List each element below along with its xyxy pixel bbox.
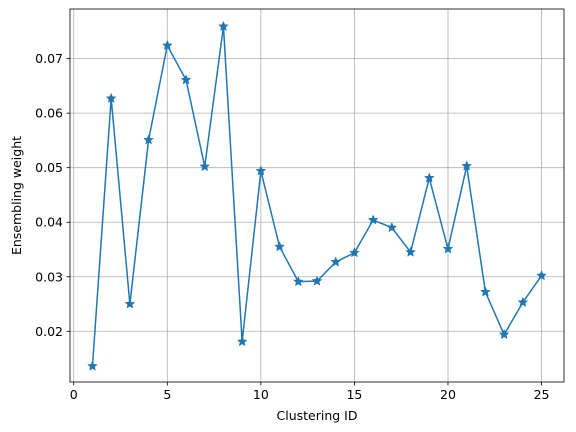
y-axis-title: Ensembling weight	[9, 136, 24, 255]
data-point	[330, 256, 342, 267]
data-point	[349, 247, 360, 258]
y-tick-label: 0.02	[35, 324, 63, 339]
data-point	[498, 328, 510, 340]
data-point	[87, 360, 98, 371]
data-point	[274, 241, 285, 252]
data-point	[199, 160, 211, 172]
y-tick-label: 0.07	[35, 51, 63, 66]
data-point	[405, 246, 416, 257]
y-tick-label: 0.06	[35, 106, 63, 121]
data-point	[423, 172, 435, 183]
data-point	[536, 270, 547, 281]
data-point	[105, 92, 117, 104]
x-tick-label: 15	[346, 387, 362, 402]
data-point	[124, 298, 136, 309]
data-point	[311, 275, 323, 286]
x-tick-label: 10	[253, 387, 269, 402]
y-tick-label: 0.05	[35, 160, 63, 175]
series-line	[91, 26, 543, 367]
data-point	[442, 243, 454, 254]
grid	[70, 9, 564, 382]
data-point	[517, 296, 529, 307]
data-point	[218, 20, 229, 32]
data-point	[180, 74, 192, 85]
plot-frame	[69, 8, 565, 383]
data-point	[292, 276, 304, 287]
x-axis-ticks: 0 5 10 15 20 25	[70, 382, 550, 402]
data-point	[480, 286, 491, 297]
x-tick-label: 0	[70, 387, 78, 402]
x-tick-label: 25	[534, 387, 550, 402]
data-point	[461, 160, 473, 171]
data-point	[161, 39, 173, 51]
data-point	[386, 222, 398, 233]
data-point	[367, 214, 379, 225]
markers	[87, 20, 547, 371]
y-axis-ticks: 0.02 0.03 0.04 0.05 0.06 0.07	[35, 51, 70, 339]
data-point	[143, 134, 154, 145]
y-tick-label: 0.03	[35, 269, 63, 284]
y-tick-label: 0.04	[35, 215, 63, 230]
x-axis-title: Clustering ID	[277, 408, 358, 423]
data-point	[255, 165, 267, 176]
series-group	[87, 20, 547, 371]
x-tick-label: 5	[163, 387, 171, 402]
x-tick-label: 20	[440, 387, 456, 402]
data-point	[236, 335, 248, 347]
